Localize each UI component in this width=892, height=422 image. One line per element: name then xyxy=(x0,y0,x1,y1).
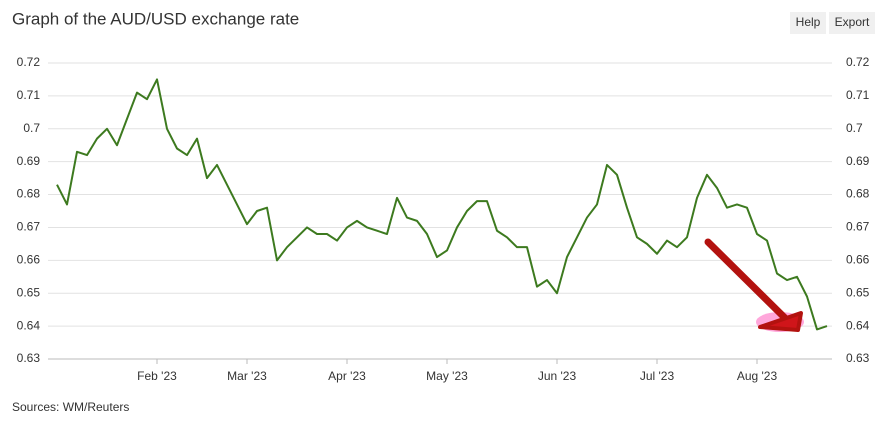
arrow-shaft xyxy=(704,238,789,322)
x-tick-label: May '23 xyxy=(426,369,468,383)
y-tick-label: 0.68 xyxy=(17,187,41,201)
y-tick-label: 0.65 xyxy=(17,285,41,299)
help-button-bg[interactable] xyxy=(790,12,826,34)
annotation-arrow xyxy=(704,238,804,332)
y-tick-label: 0.71 xyxy=(17,88,41,102)
y2-tick-label: 0.7 xyxy=(846,121,863,135)
y2-tick-label: 0.68 xyxy=(846,187,870,201)
export-button[interactable]: Export xyxy=(829,12,875,34)
source-note: Sources: WM/Reuters xyxy=(12,400,129,414)
export-button-label[interactable]: Export xyxy=(835,15,870,29)
y-tick-label: 0.72 xyxy=(17,55,41,69)
x-tick-label: Jun '23 xyxy=(538,369,577,383)
y-tick-label: 0.69 xyxy=(17,154,41,168)
y-tick-label: 0.67 xyxy=(17,220,41,234)
x-tick-label: Apr '23 xyxy=(328,369,366,383)
arrow-head xyxy=(758,311,803,332)
plot-area: 0.63 0.63 0.64 0.64 0.65 0.65 0.66 0.66 0.67 0.67… xyxy=(17,55,870,383)
export-button-bg[interactable] xyxy=(829,12,875,34)
help-button-label[interactable]: Help xyxy=(796,15,821,29)
y2-tick-label: 0.69 xyxy=(846,154,870,168)
y2-tick-label: 0.72 xyxy=(846,55,870,69)
y2-tick-label: 0.64 xyxy=(846,318,870,332)
y-tick-label: 0.66 xyxy=(17,253,41,267)
chart-title: Graph of the AUD/USD exchange rate xyxy=(12,9,299,28)
y2-tick-label: 0.66 xyxy=(846,253,870,267)
data-line xyxy=(56,78,828,331)
y-tick-label: 0.7 xyxy=(23,121,40,135)
y2-tick-label: 0.65 xyxy=(846,285,870,299)
y2-tick-label: 0.71 xyxy=(846,88,870,102)
x-tick-label: Feb '23 xyxy=(137,369,177,383)
y-tick-label: 0.64 xyxy=(17,318,41,332)
y2-tick-label: 0.67 xyxy=(846,220,870,234)
x-tick-label: Jul '23 xyxy=(640,369,675,383)
help-button[interactable]: Help xyxy=(790,12,826,34)
y2-tick-label: 0.63 xyxy=(846,351,870,365)
x-tick-label: Aug '23 xyxy=(737,369,778,383)
y-tick-label: 0.63 xyxy=(17,351,41,365)
x-tick-label: Mar '23 xyxy=(227,369,267,383)
